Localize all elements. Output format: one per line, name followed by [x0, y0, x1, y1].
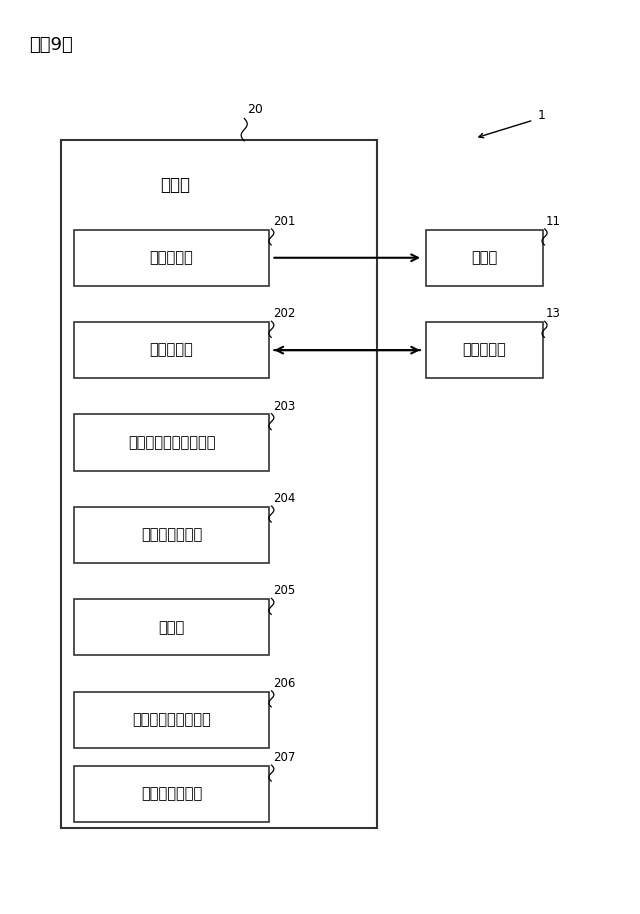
- Text: 制御部: 制御部: [160, 176, 189, 195]
- Bar: [426, 229, 543, 286]
- Text: キャリブレーション部: キャリブレーション部: [128, 435, 215, 450]
- Text: 202: 202: [273, 307, 295, 320]
- Bar: [74, 322, 269, 378]
- Text: 20: 20: [247, 102, 263, 115]
- Bar: [426, 322, 543, 378]
- Text: 【図9】: 【図9】: [29, 36, 73, 54]
- Text: 表示制御部: 表示制御部: [150, 343, 193, 357]
- Text: 207: 207: [273, 751, 295, 764]
- Text: 13: 13: [546, 307, 561, 320]
- Bar: [61, 140, 377, 828]
- Text: 速度・加速度検出部: 速度・加速度検出部: [132, 712, 211, 728]
- Text: 到達位置予測部: 到達位置予測部: [141, 786, 202, 802]
- Text: 206: 206: [273, 676, 295, 690]
- Text: 操作検出器: 操作検出器: [462, 343, 506, 357]
- Text: 205: 205: [273, 584, 295, 598]
- Bar: [74, 229, 269, 286]
- Bar: [74, 414, 269, 471]
- Text: 11: 11: [546, 215, 561, 228]
- Text: 1: 1: [538, 109, 546, 122]
- Text: 表示器: 表示器: [471, 250, 497, 265]
- Bar: [74, 506, 269, 563]
- Bar: [74, 692, 269, 748]
- Bar: [74, 766, 269, 822]
- Bar: [74, 600, 269, 655]
- Text: 画像生成部: 画像生成部: [150, 250, 193, 265]
- Text: 検出基準制御部: 検出基準制御部: [141, 527, 202, 542]
- Text: 201: 201: [273, 215, 295, 228]
- Text: 204: 204: [273, 492, 295, 505]
- Text: 203: 203: [273, 399, 295, 412]
- Text: 記憶部: 記憶部: [159, 620, 185, 634]
